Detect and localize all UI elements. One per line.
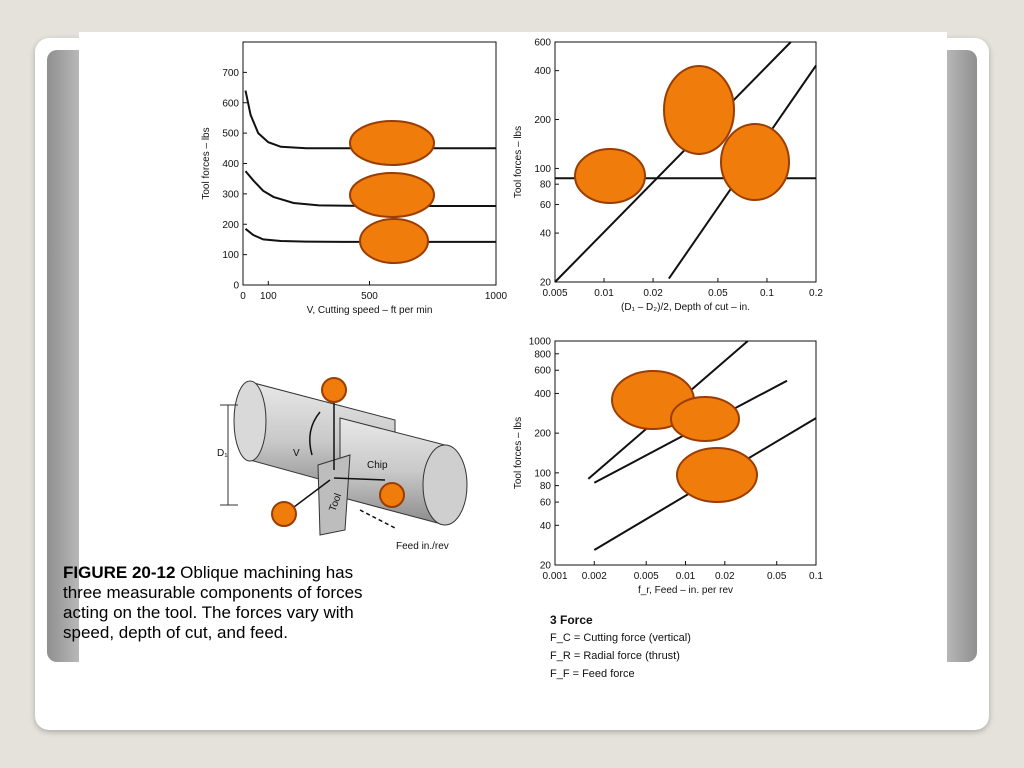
orange-dot-top xyxy=(321,377,347,403)
legend-item-cutting: F_C = Cutting force (vertical) xyxy=(550,632,691,644)
chip-label: Chip xyxy=(367,460,388,471)
depth-xtick-label: 0.005 xyxy=(542,288,567,299)
depth-xtick-label: 0.2 xyxy=(809,288,823,299)
left-gray-band xyxy=(47,50,79,662)
feed-label: Feed in./rev xyxy=(396,541,449,552)
feed-xtick-label: 0.002 xyxy=(582,571,607,582)
feed-ytick-label: 60 xyxy=(540,498,552,509)
depth-xtick-label: 0.01 xyxy=(594,288,614,299)
speed-ytick-label: 500 xyxy=(222,129,239,140)
orange-dot-right xyxy=(379,482,405,508)
feed-xtick-label: 0.001 xyxy=(542,571,567,582)
figure-caption: FIGURE 20-12 Oblique machining has three… xyxy=(63,563,363,643)
depth-ytick-label: 20 xyxy=(540,278,552,289)
oval-speed-2 xyxy=(349,172,435,218)
slide-content xyxy=(79,32,947,730)
chart-speed: 0 100 500 1000 0 100 200 300 400 500 600 700 V, Cutt… xyxy=(201,41,508,316)
orange-dot-left xyxy=(271,501,297,527)
oval-depth-1 xyxy=(574,148,646,204)
feed-ytick-label: 80 xyxy=(540,481,552,492)
machining-illustration: D₁ V Chip Tool Feed in./rev xyxy=(217,377,468,552)
speed-series-line-3 xyxy=(244,228,496,243)
speed-ytick-label: 0 xyxy=(233,281,239,292)
d1-label: D₁ xyxy=(217,448,228,459)
speed-ytick-label: 700 xyxy=(222,68,239,79)
feed-ylabel: Tool forces – lbs xyxy=(513,417,524,489)
depth-ytick-label: 600 xyxy=(534,38,551,49)
speed-xtick-label: 100 xyxy=(260,291,277,302)
feed-ytick-label: 1000 xyxy=(529,337,552,348)
feed-xtick-label: 0.005 xyxy=(634,571,659,582)
force-legend: 3 Force F_C = Cutting force (vertical) F… xyxy=(550,611,691,683)
feed-ytick-label: 600 xyxy=(534,366,551,377)
legend-title: 3 Force xyxy=(550,613,593,627)
depth-ytick-label: 40 xyxy=(540,229,552,240)
feed-xtick-label: 0.05 xyxy=(767,571,787,582)
oval-depth-2 xyxy=(663,65,735,155)
depth-xtick-label: 0.1 xyxy=(760,288,774,299)
depth-ytick-label: 200 xyxy=(534,115,551,126)
feed-ytick-label: 400 xyxy=(534,389,551,400)
caption-figure-number: FIGURE 20-12 xyxy=(63,563,176,582)
speed-ytick-label: 300 xyxy=(222,189,239,200)
speed-ylabel: Tool forces – lbs xyxy=(201,127,212,199)
speed-xtick-label: 1000 xyxy=(485,291,508,302)
caption-text: Oblique machining has three measurable c… xyxy=(63,563,363,642)
feed-ytick-label: 40 xyxy=(540,521,552,532)
oval-feed-2 xyxy=(670,396,740,442)
speed-ytick-label: 200 xyxy=(222,220,239,231)
depth-ytick-label: 80 xyxy=(540,180,552,191)
legend-item-feed: F_F = Feed force xyxy=(550,668,635,680)
feed-xlabel: f_r, Feed – in. per rev xyxy=(638,585,733,596)
depth-ylabel: Tool forces – lbs xyxy=(513,126,524,198)
speed-ytick-label: 100 xyxy=(222,250,239,261)
v-label: V xyxy=(293,448,300,459)
feed-ytick-label: 20 xyxy=(540,561,552,572)
feed-ytick-label: 800 xyxy=(534,349,551,360)
speed-xlabel: V, Cutting speed – ft per min xyxy=(307,305,433,316)
depth-ytick-label: 100 xyxy=(534,164,551,175)
oval-depth-3 xyxy=(720,123,790,201)
depth-xtick-label: 0.02 xyxy=(643,288,663,299)
speed-xtick-label: 500 xyxy=(361,291,378,302)
oval-speed-1 xyxy=(349,120,435,166)
oval-speed-3 xyxy=(359,218,429,264)
speed-xtick-label: 0 xyxy=(240,291,246,302)
right-gray-band xyxy=(946,50,977,662)
speed-ytick-label: 600 xyxy=(222,98,239,109)
feed-ytick-label: 100 xyxy=(534,468,551,479)
depth-plot-frame xyxy=(554,41,817,283)
oval-feed-3 xyxy=(676,447,758,503)
speed-ytick-label: 400 xyxy=(222,159,239,170)
depth-xlabel: (D₁ – D₂)/2, Depth of cut – in. xyxy=(621,302,750,313)
depth-ytick-label: 60 xyxy=(540,200,552,211)
highlight-ovals xyxy=(349,65,790,503)
feed-ytick-label: 200 xyxy=(534,429,551,440)
depth-xtick-label: 0.05 xyxy=(708,288,728,299)
feed-xtick-label: 0.1 xyxy=(809,571,823,582)
depth-ytick-label: 400 xyxy=(534,66,551,77)
legend-item-radial: F_R = Radial force (thrust) xyxy=(550,650,680,662)
charts-group: 0 100 500 1000 0 100 200 300 400 500 600 700 V, Cutt… xyxy=(201,38,823,597)
depth-series-line-1 xyxy=(554,41,792,283)
feed-xtick-label: 0.02 xyxy=(715,571,735,582)
speed-series-line-1 xyxy=(244,90,496,150)
feed-xtick-label: 0.01 xyxy=(676,571,696,582)
feed-plot-frame xyxy=(554,340,817,566)
